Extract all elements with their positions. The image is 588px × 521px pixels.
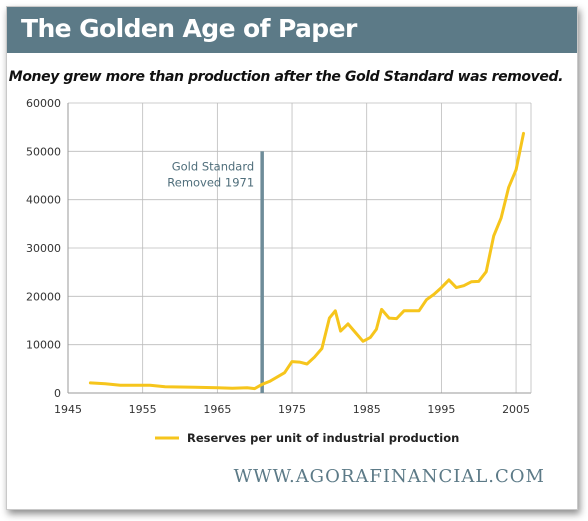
annotation-text: Removed 1971 xyxy=(167,175,254,189)
y-tick-label: 40000 xyxy=(26,194,61,207)
y-tick-label: 0 xyxy=(54,387,61,400)
chart-subtitle: Money grew more than production after th… xyxy=(8,69,564,85)
x-tick-label: 1985 xyxy=(353,403,381,416)
title-bar: The Golden Age of Paper xyxy=(7,7,577,53)
x-tick-label: 1975 xyxy=(278,403,306,416)
legend: Reserves per unit of industrial producti… xyxy=(155,431,459,445)
gold-standard-annotation: Gold Standard Removed 1971 xyxy=(167,151,264,393)
x-tick-label: 1995 xyxy=(427,403,455,416)
x-tick-label: 2005 xyxy=(502,403,530,416)
website-credit: WWW.AGORAFINANCIAL.COM xyxy=(233,466,545,487)
y-tick-label: 60000 xyxy=(26,97,61,110)
series-layer xyxy=(88,131,525,391)
x-tick-label: 1965 xyxy=(203,403,231,416)
y-tick-label: 50000 xyxy=(26,145,61,158)
x-axis-tick-labels: 1945 1955 1965 1975 1985 1995 2005 xyxy=(54,403,530,416)
legend-label: Reserves per unit of industrial producti… xyxy=(187,431,459,445)
x-tick-label: 1945 xyxy=(54,403,82,416)
series-line xyxy=(88,131,525,391)
y-axis-tick-labels: 0 10000 20000 30000 40000 50000 60000 xyxy=(26,97,61,400)
y-tick-label: 30000 xyxy=(26,242,61,255)
annotation-text: Gold Standard xyxy=(172,159,254,173)
axes xyxy=(67,103,532,394)
x-tick-label: 1955 xyxy=(129,403,157,416)
y-tick-label: 20000 xyxy=(26,290,61,303)
chart-title: The Golden Age of Paper xyxy=(21,14,357,43)
grid-lines xyxy=(68,102,531,393)
chart-card: The Golden Age of Paper Money grew more … xyxy=(6,6,578,510)
y-tick-label: 10000 xyxy=(26,339,61,352)
